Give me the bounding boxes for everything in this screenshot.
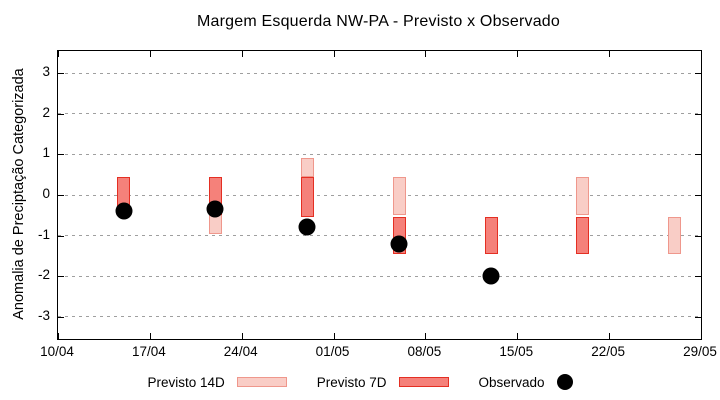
y-tick-label: -1 [37,226,50,242]
y-tick-mark [58,73,64,75]
legend-label-observado: Observado [478,374,545,390]
x-tick-label: 29/05 [683,344,717,359]
x-tick-mark [701,51,702,57]
x-tick-mark [609,333,611,339]
chart-title: Margem Esquerda NW-PA - Previsto x Obser… [196,13,560,30]
x-tick-mark [58,51,59,57]
legend-label-previsto-14d: Previsto 14D [147,374,225,390]
x-tick-label: 22/05 [591,344,626,359]
y-tick-label: -3 [37,307,50,323]
previsto-7d-bar [300,176,314,218]
legend-label-previsto-7d: Previsto 7D [316,374,387,390]
legend: Previsto 14D Previsto 7D Observado [0,374,720,390]
legend-item-previsto-7d: Previsto 7D [317,375,449,390]
gridline-y1 [58,153,701,155]
previsto-14d-bar [668,217,682,254]
y-tick-mark [58,276,64,278]
x-tick-label: 17/04 [131,344,166,359]
x-tick-label: 10/04 [40,344,74,359]
y-tick-mark [695,316,701,318]
observed-point [115,202,133,220]
y-tick-mark [695,195,701,196]
x-tick-label: 08/05 [407,344,442,359]
x-tick-mark [58,333,59,339]
observado-dot-icon [556,374,573,390]
x-tick-mark [517,333,519,339]
gridline-y0 [58,194,701,196]
previsto-7d-swatch-icon [398,377,449,387]
legend-item-observado: Observado [479,374,573,390]
y-tick-mark [58,235,64,237]
x-tick-mark [241,333,243,339]
x-tick-mark [333,333,335,339]
y-tick-label: 0 [42,186,50,201]
x-tick-mark [333,51,335,57]
previsto-14d-bar [392,176,406,216]
y-tick-mark [695,73,701,75]
observed-point [206,200,224,218]
x-tick-mark [425,333,427,339]
y-tick-mark [58,316,64,318]
x-tick-mark [425,51,427,57]
x-tick-mark [241,51,243,57]
previsto-14d-bar [300,158,314,177]
previsto-7d-bar [576,217,590,254]
observed-point [390,235,408,253]
gridline-y-1 [58,235,701,237]
y-tick-label: -2 [37,267,50,283]
x-tick-label: 01/05 [315,344,350,359]
y-tick-mark [695,276,701,278]
x-tick-mark [517,51,519,57]
x-tick-mark [149,333,151,339]
previsto-14d-swatch-icon [236,377,287,387]
x-tick-mark [609,51,611,57]
y-tick-mark [695,235,701,237]
x-tick-label: 15/05 [499,344,534,359]
observed-point [298,218,316,236]
legend-item-previsto-14d: Previsto 14D [147,374,287,390]
plot-area [57,50,702,340]
y-tick-label: 3 [42,64,50,80]
y-tick-label: 1 [42,145,50,161]
gridline-y2 [58,113,701,115]
x-tick-label: 24/04 [223,344,258,359]
previsto-14d-bar [576,176,590,216]
y-tick-mark [58,113,64,115]
x-tick-mark [149,51,151,57]
previsto-7d-bar [484,217,498,254]
y-tick-label: 2 [42,104,50,120]
y-tick-mark [695,154,701,156]
gridline-y-2 [58,275,701,277]
y-tick-mark [58,195,64,196]
gridline-y3 [58,72,701,74]
y-tick-mark [695,113,701,115]
gridline-y-3 [58,316,701,318]
observed-point [482,267,500,285]
x-tick-mark [701,333,702,339]
y-tick-mark [58,154,64,156]
